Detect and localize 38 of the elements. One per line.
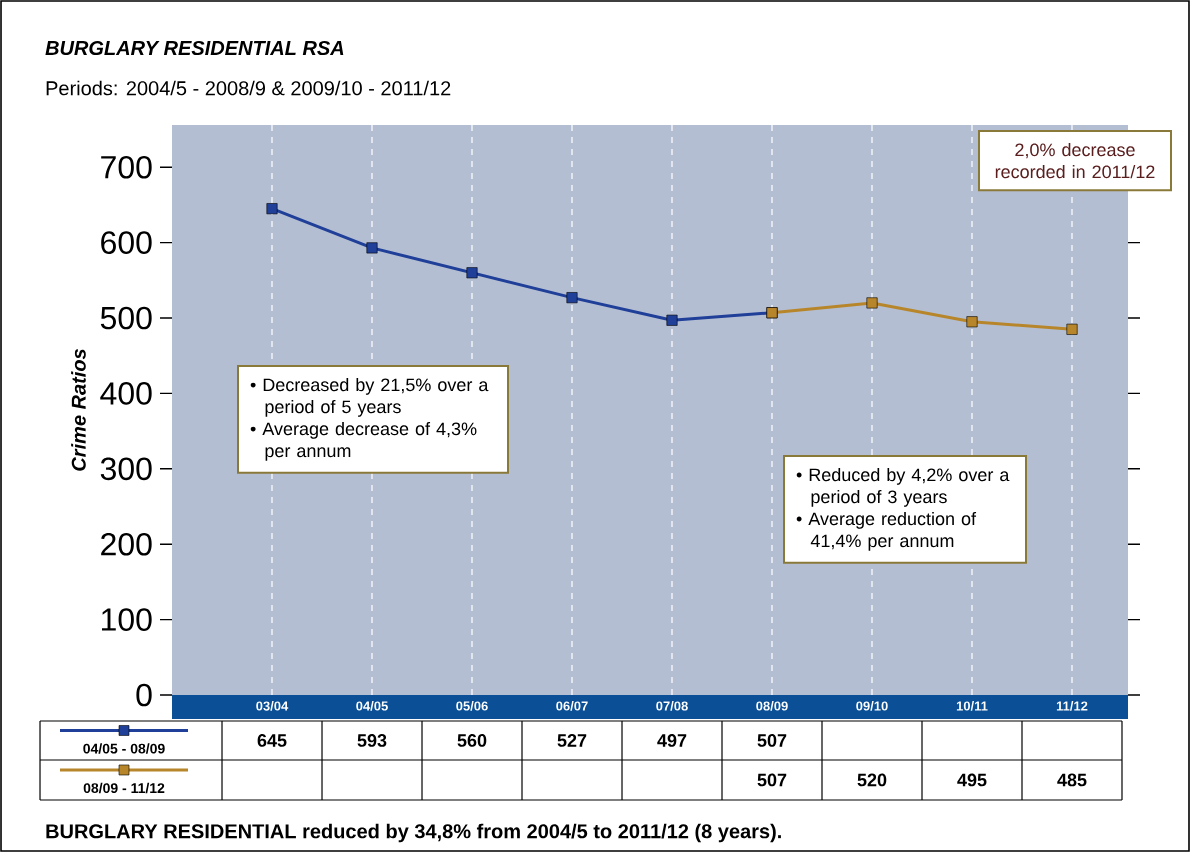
y-tick-label: 100 — [102, 608, 152, 631]
x-tick-label: 09/10 — [856, 701, 888, 711]
x-tick-label: 03/04 — [256, 701, 289, 711]
y-tick-label: 400 — [100, 382, 152, 405]
data-label: 497 — [657, 734, 687, 747]
annotation: • Decreased by 21,5% over a period of 5 years — [250, 377, 489, 417]
x-tick-label: 05/06 — [456, 701, 488, 711]
data-label: 507 — [757, 773, 787, 787]
text: BURGLARY RESIDENTIAL reduced by 34,8% from 2004/5 to 2011/12 (8 years). — [46, 823, 781, 843]
y-tick-label: 500 — [100, 306, 152, 330]
x-tick-label: 06/07 — [556, 701, 588, 711]
chart-subtitle: Periods: 2004/5 - 2008/9 & 2009/10 - 2011/12 — [46, 80, 451, 96]
annotation: 2,0% decrease recorded in 2011/12 — [995, 142, 1155, 179]
y-tick-label: 300 — [100, 457, 152, 481]
legend-label: 04/05 - 08/09 — [83, 743, 165, 754]
y-axis-title: Crime Ratios — [71, 349, 86, 471]
x-tick-label: 10/11 — [956, 701, 988, 711]
x-tick-label: 04/05 — [356, 701, 388, 711]
y-tick-label: 700 — [101, 155, 152, 179]
data-label: 507 — [757, 734, 787, 747]
y-tick-label: 600 — [101, 231, 152, 254]
x-tick-label: 11/12 — [1056, 701, 1088, 711]
legend-label: 08/09 - 11/12 — [83, 782, 165, 794]
x-tick-label: 08/09 — [756, 701, 788, 711]
chart-title: BURGLARY RESIDENTIAL RSA — [45, 40, 344, 56]
y-tick-label: 0 — [136, 683, 152, 707]
data-label: 645 — [257, 734, 287, 747]
annotation: • Average reduction of 41,4% per annum — [796, 511, 977, 551]
data-label: 495 — [957, 773, 987, 787]
data-label: 485 — [1057, 773, 1087, 787]
data-label: 527 — [557, 734, 587, 747]
annotation: • Reduced by 4,2% over a period of 3 years — [796, 467, 1010, 507]
data-label: 560 — [457, 734, 487, 747]
x-tick-label: 07/08 — [656, 701, 688, 711]
annotation: • Average decrease of 4,3% per annum — [250, 421, 477, 461]
data-label: 520 — [857, 773, 887, 787]
data-label: 593 — [357, 734, 387, 747]
y-tick-label: 200 — [101, 532, 152, 556]
